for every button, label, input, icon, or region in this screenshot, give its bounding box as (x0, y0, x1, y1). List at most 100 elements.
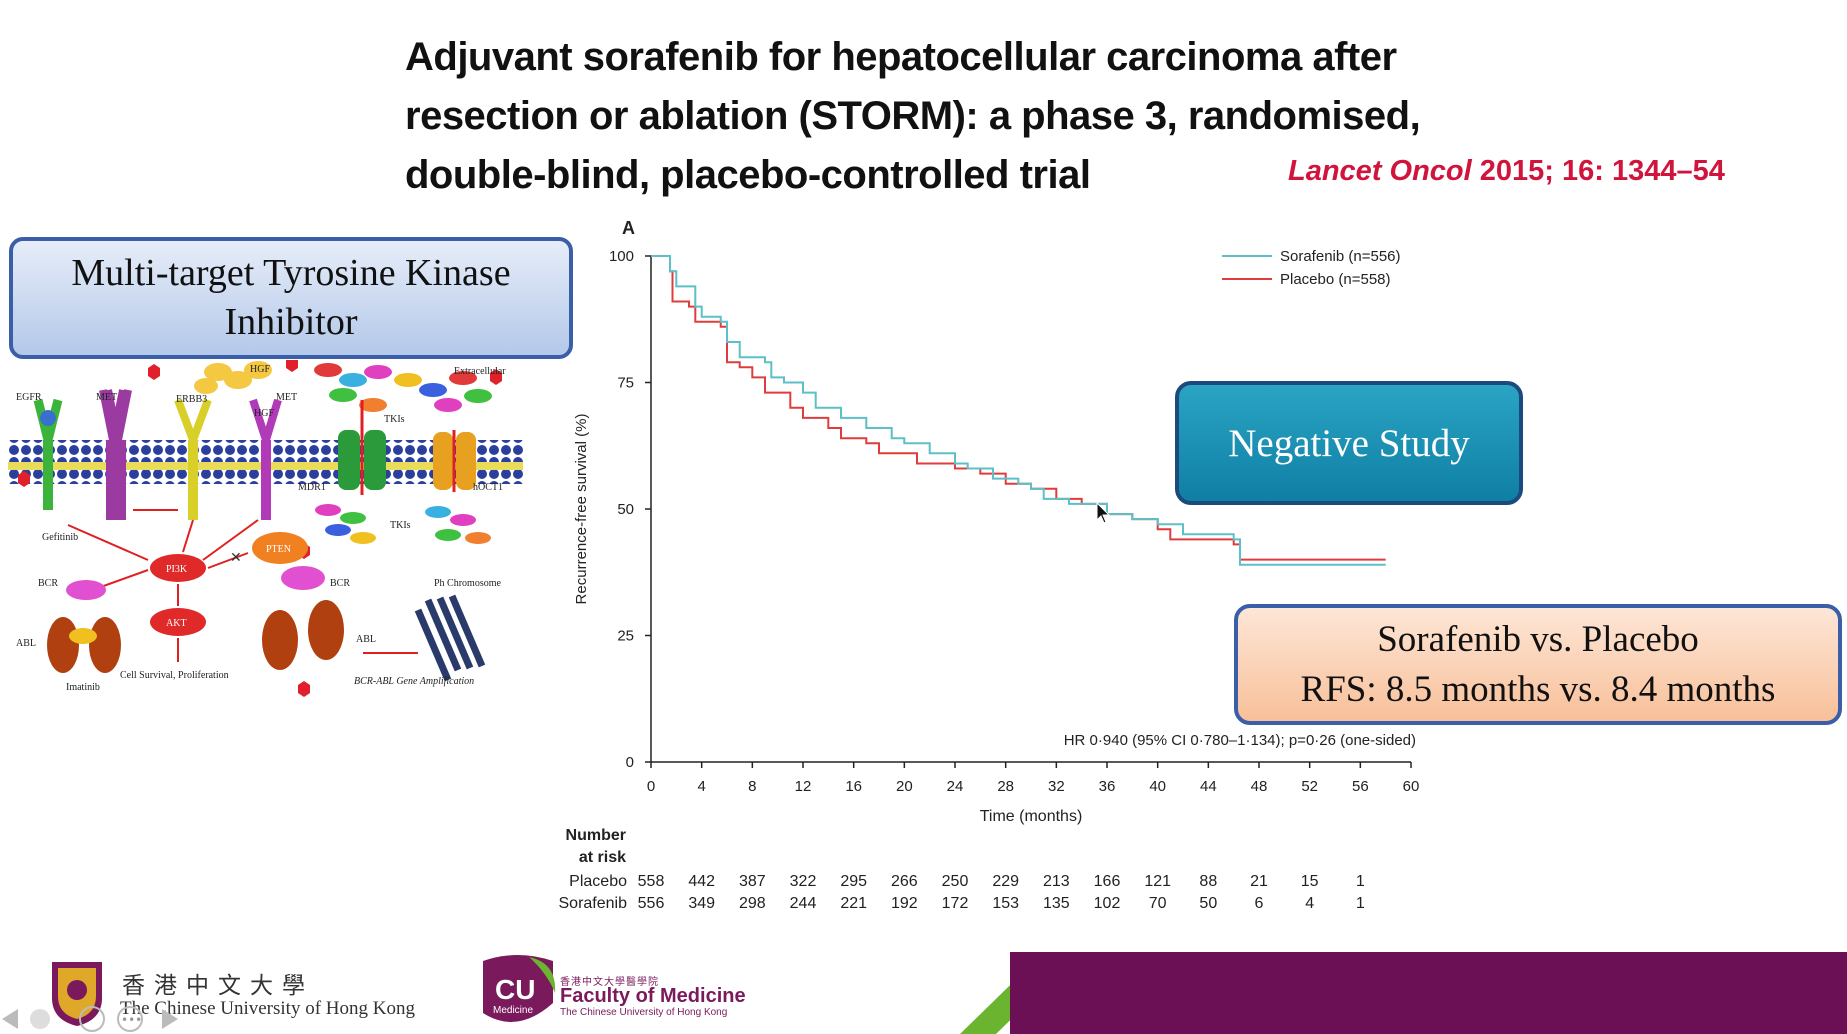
risk-table-cell: 349 (688, 895, 715, 912)
risk-table-cell: 298 (739, 895, 766, 912)
risk-table-cell: 166 (1094, 873, 1121, 890)
footer-purple-band (1010, 952, 1847, 1034)
y-tick-label: 25 (617, 628, 634, 645)
label-bcr: BCR (38, 578, 58, 589)
negative-study-label: Negative Study (1228, 421, 1470, 465)
x-tick-label: 48 (1251, 778, 1268, 795)
mtk-box-line1: Multi-target Tyrosine Kinase (71, 252, 511, 294)
bcr-abl-right (262, 566, 344, 670)
risk-table-cell: 172 (942, 895, 969, 912)
label-ph-chromosome: Ph Chromosome (434, 578, 502, 589)
citation-details: 2015; 16: 1344–54 (1479, 155, 1725, 187)
risk-table-cell: 15 (1301, 873, 1319, 890)
tki-molecules-top (314, 363, 492, 412)
x-tick-label: 4 (697, 778, 705, 795)
label-abl-2: ABL (356, 634, 376, 645)
cuhk-english-name: The Chinese University of Hong Kong (120, 998, 415, 1019)
rfs-box-line1: Sorafenib vs. Placebo (1377, 618, 1699, 660)
svg-text:•••: ••• (121, 1013, 142, 1027)
y-axis-label: Recurrence-free survival (%) (573, 414, 590, 605)
cu-logo-subtext: Medicine (493, 1005, 533, 1016)
x-tick-label: 56 (1352, 778, 1369, 795)
rfs-box-line2: RFS: 8.5 months vs. 8.4 months (1300, 668, 1776, 710)
risk-table-cell: 266 (891, 873, 918, 890)
next-slide-icon (162, 1009, 178, 1029)
label-gene-amplification: BCR-ABL Gene Amplification (354, 676, 474, 687)
x-tick-label: 12 (795, 778, 812, 795)
risk-table-row-label: Sorafenib (559, 895, 628, 912)
bcr-abl-left (47, 580, 121, 673)
met-receptor (99, 389, 132, 520)
hoct1-transporter (433, 430, 476, 492)
risk-table-cell: 558 (638, 873, 665, 890)
slide-title: Adjuvant sorafenib for hepatocellular ca… (405, 35, 1421, 197)
mouse-cursor-icon (1096, 501, 1111, 524)
risk-table-cell: 102 (1094, 895, 1121, 912)
risk-table-title: at risk (579, 849, 626, 866)
risk-table-cell: 6 (1255, 895, 1264, 912)
risk-table-cell: 153 (992, 895, 1019, 912)
label-hoct1: hOCT1 (473, 482, 503, 493)
label-egfr: EGFR (16, 392, 42, 403)
faculty-subtitle: The Chinese University of Hong Kong (560, 1007, 728, 1018)
label-extracellular: Extracellular (454, 366, 506, 377)
risk-table-cell: 21 (1250, 873, 1268, 890)
erbb3-receptor (174, 398, 212, 520)
hgf-cluster (194, 361, 272, 394)
label-pten: PTEN (266, 544, 291, 555)
rfs-comparison-box: Sorafenib vs. Placebo RFS: 8.5 months vs… (1234, 604, 1842, 725)
y-tick-label: 100 (609, 248, 634, 265)
risk-table-cell: 192 (891, 895, 918, 912)
more-options-icon (117, 1006, 143, 1032)
cu-medicine-logo: CU Medicine (483, 955, 556, 1022)
pten-block-mark: ✕ (230, 549, 242, 565)
cuhk-chinese-name: 香港中文大學 (122, 973, 314, 999)
label-imatinib: Imatinib (66, 682, 100, 693)
risk-table-cell: 221 (840, 895, 867, 912)
label-erbb3: ERBB3 (176, 394, 207, 405)
x-tick-label: 36 (1099, 778, 1116, 795)
tki-molecules-bottom (315, 504, 491, 544)
label-hgf-2: HGF (254, 408, 274, 419)
risk-table-cell: 121 (1144, 873, 1171, 890)
pi3k-node (150, 554, 206, 582)
risk-table-cell: 322 (790, 873, 817, 890)
x-tick-label: 44 (1200, 778, 1217, 795)
hazard-ratio-annotation: HR 0·940 (95% CI 0·780–1·134); p=0·26 (o… (1064, 732, 1416, 749)
risk-table-cell: 387 (739, 873, 766, 890)
x-tick-label: 52 (1301, 778, 1318, 795)
y-tick-label: 50 (617, 501, 634, 518)
x-tick-label: 28 (997, 778, 1014, 795)
risk-table-cell: 1 (1356, 873, 1365, 890)
cu-logo-text: CU (495, 974, 535, 1005)
x-tick-label: 16 (845, 778, 862, 795)
x-tick-label: 60 (1403, 778, 1420, 795)
slide-navigation-controls[interactable]: ••• (0, 1005, 200, 1034)
x-tick-label: 20 (896, 778, 913, 795)
label-mdr1: MDR1 (298, 482, 326, 493)
km-curve-sorafenib (651, 255, 1386, 566)
faculty-chinese-name: 香港中文大學醫學院 (560, 977, 659, 988)
mdr1-transporter (338, 400, 386, 495)
risk-table-cell: 1 (1356, 895, 1365, 912)
mtk-box-line2: Inhibitor (224, 301, 358, 343)
faculty-name: Faculty of Medicine (560, 985, 746, 1007)
risk-table-cell: 229 (992, 873, 1019, 890)
x-tick-label: 40 (1149, 778, 1166, 795)
mtk-inhibitor-box: Multi-target Tyrosine Kinase Inhibitor (9, 237, 573, 359)
risk-table-cell: 50 (1199, 895, 1217, 912)
label-hgf: HGF (250, 364, 270, 375)
risk-table-cell: 213 (1043, 873, 1070, 890)
risk-table-row-label: Placebo (569, 873, 627, 890)
panel-label: A (622, 218, 635, 238)
risk-table-cell: 88 (1199, 873, 1217, 890)
citation: Lancet Oncol 2015; 16: 1344–54 (1288, 155, 1725, 188)
label-pi3k: PI3K (166, 564, 188, 575)
legend-label: Sorafenib (n=556) (1280, 248, 1401, 265)
label-tkis-2: TKIs (390, 520, 411, 531)
y-tick-label: 75 (617, 375, 634, 392)
zoom-icon (79, 1006, 105, 1032)
x-tick-label: 0 (647, 778, 655, 795)
negative-study-box: Negative Study (1175, 381, 1523, 505)
signaling-pathway-diagram: ✕ EGFR MET ERBB3 HGF MET HGF Extracellul… (8, 360, 523, 697)
